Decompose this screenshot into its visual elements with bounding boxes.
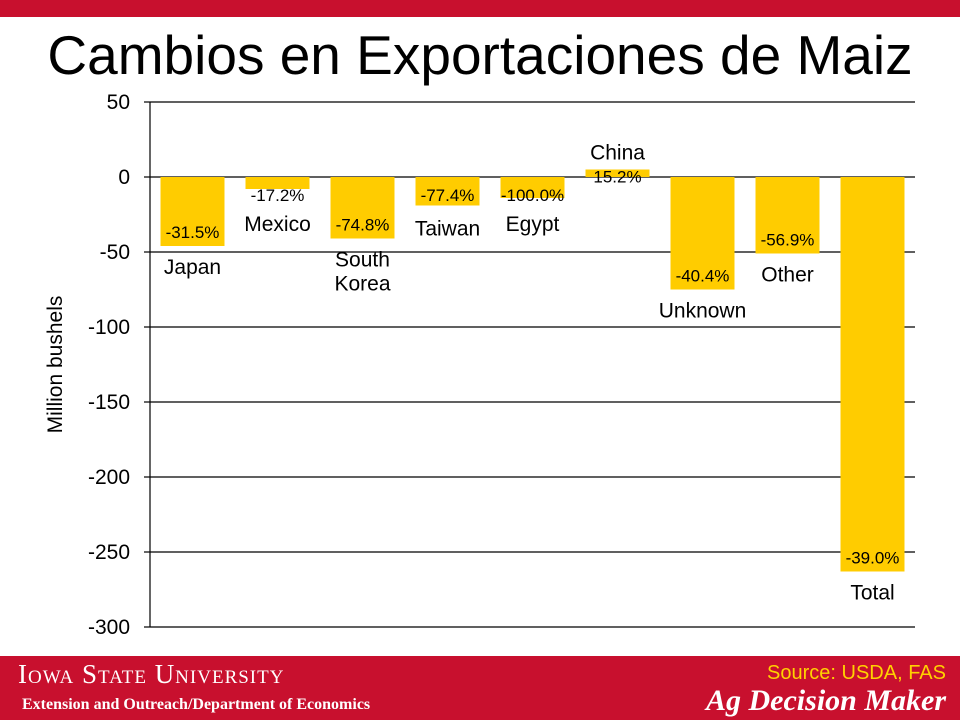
category-label: Japan bbox=[164, 256, 221, 279]
brand-text: Ag Decision Maker bbox=[706, 684, 946, 717]
y-tick-label: -250 bbox=[88, 541, 130, 564]
bar bbox=[330, 177, 395, 239]
category-label: Mexico bbox=[244, 213, 311, 236]
bar-chart: 50 0 -50 -100 -150 -200 -250 -300 Million bushel… bbox=[44, 91, 915, 639]
top-accent-bar bbox=[0, 0, 960, 17]
y-tick-label: -200 bbox=[88, 466, 130, 489]
category-label: Korea bbox=[334, 273, 390, 296]
category-label: China bbox=[590, 142, 645, 165]
source-text: Source: USDA, FAS bbox=[767, 662, 946, 684]
y-tick-label: 0 bbox=[118, 166, 130, 189]
data-label: -74.8% bbox=[336, 216, 390, 235]
data-label: -100.0% bbox=[501, 186, 564, 205]
data-label: -56.9% bbox=[761, 231, 815, 250]
y-tick-label: -100 bbox=[88, 316, 130, 339]
bar bbox=[585, 169, 650, 177]
data-label: -40.4% bbox=[676, 267, 730, 286]
university-wordmark: Iowa State University bbox=[18, 659, 284, 690]
bar bbox=[245, 177, 310, 189]
category-label: South bbox=[335, 249, 390, 272]
y-tick-label: 50 bbox=[107, 91, 130, 114]
bar bbox=[415, 177, 480, 206]
data-label: -17.2% bbox=[251, 186, 305, 205]
y-axis-label: Million bushels bbox=[44, 296, 67, 434]
bar bbox=[755, 177, 820, 254]
category-label: Other bbox=[761, 264, 814, 287]
category-label: Total bbox=[850, 582, 894, 605]
bar bbox=[840, 177, 905, 572]
data-label: -39.0% bbox=[846, 549, 900, 568]
department-text: Extension and Outreach/Department of Eco… bbox=[22, 696, 371, 713]
category-label: Taiwan bbox=[415, 218, 480, 241]
university-name: Iowa State University bbox=[18, 659, 285, 689]
data-label: -31.5% bbox=[166, 223, 220, 242]
bar bbox=[500, 177, 565, 198]
footer-bar: Iowa State University Extension and Outr… bbox=[0, 656, 960, 720]
data-label: -77.4% bbox=[421, 186, 475, 205]
slide-title: Cambios en Exportaciones de Maiz bbox=[47, 24, 913, 86]
category-label: Egypt bbox=[506, 213, 560, 236]
y-tick-label: -300 bbox=[88, 616, 130, 639]
data-label: 15.2% bbox=[593, 168, 641, 187]
bar bbox=[160, 177, 225, 246]
category-label: Unknown bbox=[659, 300, 747, 323]
y-tick-label: -50 bbox=[100, 241, 130, 264]
bar bbox=[670, 177, 735, 290]
y-tick-label: -150 bbox=[88, 391, 130, 414]
